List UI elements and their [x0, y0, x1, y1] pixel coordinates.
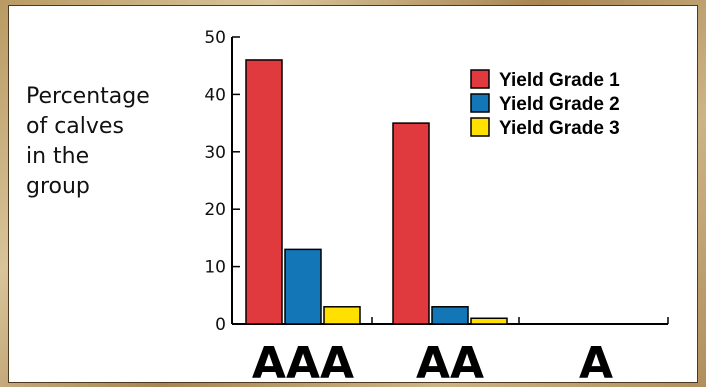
legend-swatch — [470, 117, 490, 137]
bar-yield-grade-1 — [392, 122, 430, 325]
y-tick-label: 30 — [204, 143, 226, 163]
y-axis-label: Percentage of calves in the group — [26, 82, 176, 202]
legend-swatch — [470, 69, 490, 89]
y-tick-label: 0 — [215, 315, 226, 335]
y-tick-label: 10 — [204, 258, 226, 278]
bar-yield-grade-2 — [284, 248, 322, 325]
legend-label: Yield Grade 3 — [499, 118, 620, 139]
y-tick-label: 20 — [204, 200, 226, 220]
y-axis-label-line: group — [26, 174, 90, 199]
y-axis-label-line: of calves — [26, 114, 124, 139]
y-axis-label-line: in the — [26, 144, 90, 169]
x-category-label: AAA — [252, 338, 354, 387]
y-axis-label-line: Percentage — [26, 84, 150, 109]
legend-label: Yield Grade 1 — [499, 70, 620, 91]
bar-yield-grade-3 — [470, 317, 508, 325]
bar-yield-grade-2 — [431, 306, 469, 325]
y-tick-label: 50 — [204, 28, 226, 48]
legend-swatch — [470, 93, 490, 113]
x-category-label: AA — [416, 338, 484, 387]
bar-yield-grade-1 — [245, 59, 283, 325]
bar-yield-grade-3 — [323, 306, 361, 325]
x-category-label: A — [579, 338, 613, 387]
legend-label: Yield Grade 2 — [499, 94, 620, 115]
y-tick-label: 40 — [204, 85, 226, 105]
